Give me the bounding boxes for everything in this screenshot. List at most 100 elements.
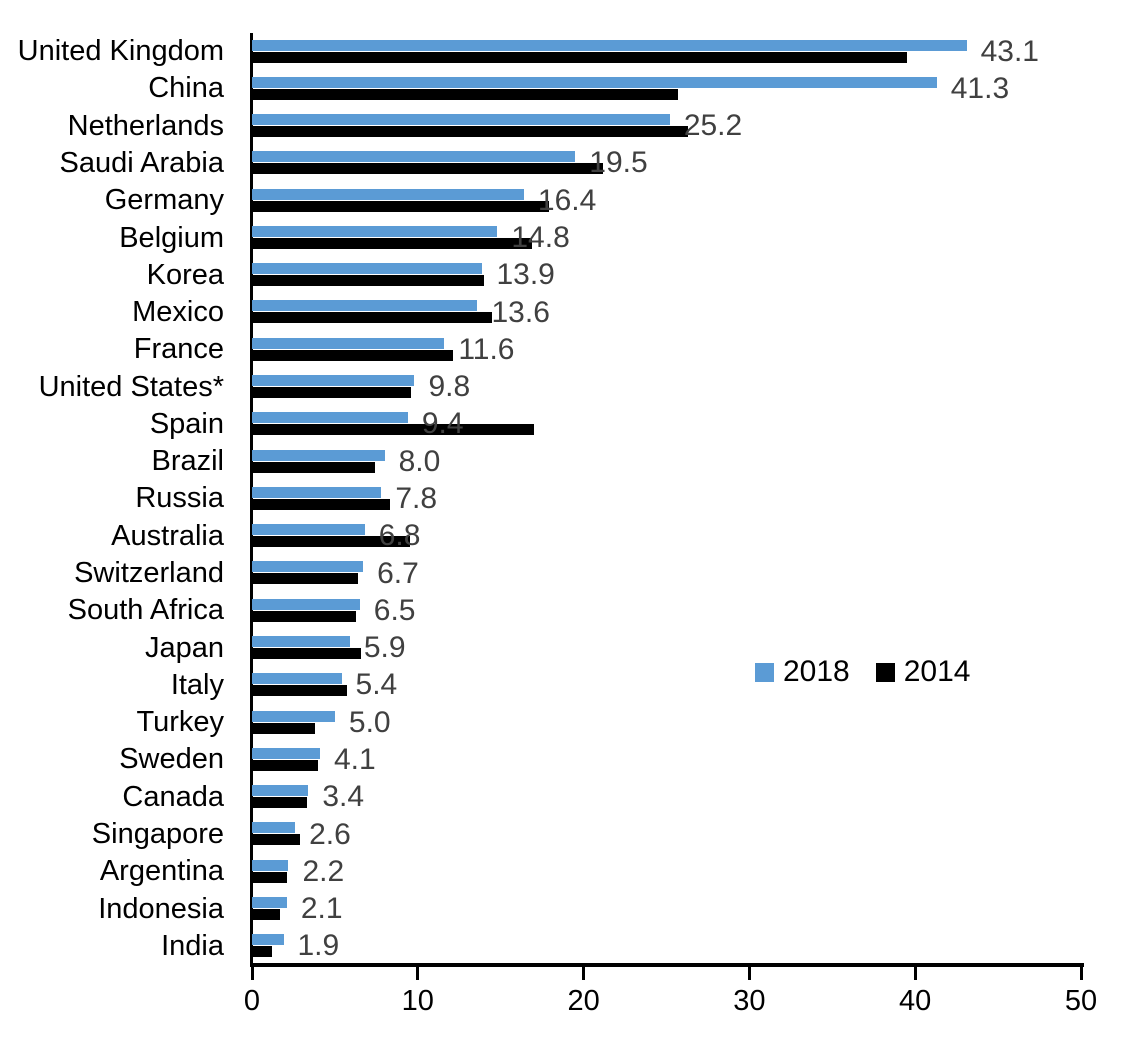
category-label: Switzerland [74, 557, 224, 590]
category-label: United States* [38, 370, 224, 403]
value-label: 8.0 [398, 444, 441, 478]
bar-2014 [252, 51, 907, 63]
value-label: 25.2 [683, 109, 743, 143]
bar-2018 [252, 449, 385, 461]
bar-2018 [252, 263, 483, 275]
category-label: Japan [144, 631, 224, 664]
legend-label-2014: 2014 [903, 655, 971, 688]
bar-2018 [252, 635, 350, 647]
value-label: 13.9 [496, 258, 555, 292]
y-axis-line [250, 33, 253, 967]
bar-2014 [252, 200, 549, 212]
bar-2014 [252, 312, 493, 324]
bar-2014 [252, 797, 307, 809]
bar-2014 [252, 871, 287, 883]
category-label: Germany [104, 184, 224, 217]
x-axis-tick [416, 967, 420, 980]
bar-2014 [252, 908, 281, 920]
bar-2018 [252, 375, 415, 387]
bar-2018 [252, 747, 320, 759]
x-axis-tick [1079, 967, 1083, 980]
value-label: 6.7 [377, 556, 419, 590]
bar-2014 [252, 722, 315, 734]
bar-2018 [252, 524, 365, 536]
bar-2018 [252, 673, 342, 685]
x-axis-tick-label: 50 [1064, 985, 1098, 1017]
bar-2014 [252, 275, 485, 287]
value-label: 11.6 [458, 332, 515, 366]
bar-2018 [252, 785, 309, 797]
bar-2018 [252, 561, 364, 573]
x-axis-tick [582, 967, 586, 980]
bar-2014 [252, 536, 410, 548]
bar-2018 [252, 934, 284, 946]
bar-2018 [252, 859, 289, 871]
bar-2014 [252, 610, 357, 622]
bar-2018 [252, 337, 445, 349]
x-axis-tick [747, 967, 751, 980]
value-label: 6.8 [378, 519, 421, 553]
legend-item-2018: 2018 [755, 655, 850, 689]
bar-2018 [252, 486, 382, 498]
x-axis-tick-label: 40 [899, 985, 932, 1017]
bar-2014 [252, 573, 359, 585]
bar-2018 [252, 710, 335, 722]
category-label: Italy [170, 668, 224, 701]
category-label: Saudi Arabia [59, 146, 224, 179]
category-label: Sweden [119, 743, 224, 776]
category-label: France [133, 333, 224, 366]
bar-2018 [252, 114, 670, 126]
value-label: 7.8 [395, 481, 438, 515]
value-label: 41.3 [950, 71, 1010, 105]
value-label: 5.4 [355, 668, 398, 702]
legend-label-2018: 2018 [783, 655, 850, 688]
category-label: Indonesia [98, 892, 224, 925]
category-label: Mexico [132, 296, 224, 329]
bar-2014 [252, 647, 362, 659]
value-label: 4.1 [333, 742, 376, 776]
category-label: Singapore [91, 818, 224, 850]
legend-item-2014: 2014 [875, 655, 971, 689]
value-label: 43.1 [980, 34, 1039, 68]
bar-2014 [252, 126, 689, 138]
legend-swatch-2018-icon [755, 662, 774, 682]
category-label: Russia [135, 482, 224, 515]
category-label: Canada [122, 780, 224, 813]
bar-2014 [252, 237, 533, 249]
bar-2018 [252, 412, 408, 424]
value-label: 5.0 [348, 705, 391, 739]
value-label: 5.9 [363, 631, 406, 665]
value-label: 2.1 [300, 892, 343, 926]
bar-2018 [252, 39, 967, 51]
category-label: India [161, 929, 224, 962]
bar-2014 [252, 461, 375, 473]
category-label: Belgium [119, 221, 224, 254]
x-axis-tick-label: 0 [243, 985, 261, 1017]
bar-2014 [252, 498, 390, 510]
bar-2018 [252, 822, 296, 834]
x-axis-tick-label: 20 [567, 985, 600, 1017]
x-axis-line [250, 963, 1084, 967]
legend: 2018 2014 [755, 654, 971, 690]
category-label: Netherlands [67, 109, 224, 142]
bar-2014 [252, 424, 534, 436]
category-label: Australia [111, 519, 224, 552]
value-label: 9.8 [428, 370, 471, 404]
category-label: South Africa [67, 594, 224, 627]
category-label: Turkey [136, 706, 224, 739]
value-label: 6.5 [373, 593, 416, 627]
category-label: Argentina [99, 855, 224, 888]
bar-2018 [252, 598, 360, 610]
value-label: 1.9 [297, 929, 340, 963]
legend-swatch-2014-icon [875, 662, 895, 682]
value-label: 14.8 [511, 221, 570, 255]
bar-2014 [252, 349, 453, 361]
bar-2014 [252, 759, 319, 771]
value-label: 13.6 [491, 295, 550, 329]
bar-2018 [252, 225, 498, 237]
value-label: 2.6 [309, 817, 351, 851]
x-axis-tick [913, 967, 917, 980]
x-axis-tick-label: 10 [401, 985, 434, 1017]
value-label: 9.4 [421, 407, 464, 441]
